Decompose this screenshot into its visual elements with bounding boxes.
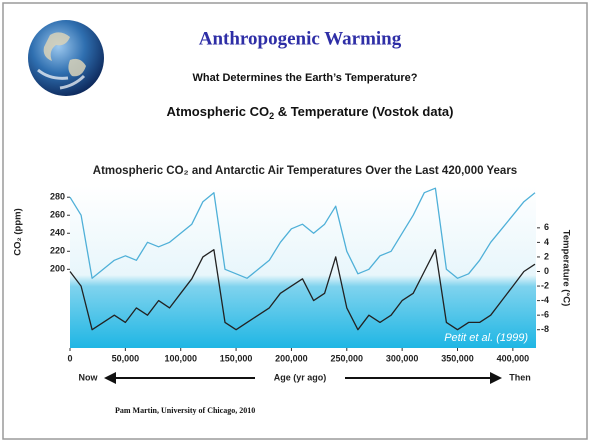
x-start-label: Now xyxy=(79,372,99,382)
x-end-label: Then xyxy=(509,372,531,382)
chart-title: Atmospheric CO₂ and Antarctic Air Temper… xyxy=(93,165,517,177)
y2-tick-label: 0 xyxy=(544,266,549,276)
y-tick-label: 220 xyxy=(50,246,65,256)
x-tick-label: 150,000 xyxy=(220,353,253,363)
heading-text: & Temperature (Vostok data) xyxy=(274,104,453,119)
x-tick-label: 350,000 xyxy=(441,353,474,363)
plot-background xyxy=(70,186,536,348)
footer: Pam Martin, University of Chicago, 2010 xyxy=(115,406,255,415)
y-tick-label: 280 xyxy=(50,192,65,202)
y-tick-label: 200 xyxy=(50,264,65,274)
slide-heading: Atmospheric CO2 & Temperature (Vostok da… xyxy=(167,104,454,121)
y-tick-label: 240 xyxy=(50,228,65,238)
slide-title: Anthropogenic Warming xyxy=(199,28,402,49)
y2-tick-label: -2 xyxy=(541,280,549,290)
series-line xyxy=(69,249,536,331)
x-tick-label: 200,000 xyxy=(275,353,308,363)
x-tick-label: 100,000 xyxy=(164,353,197,363)
y2-tick-label: 4 xyxy=(544,237,549,247)
x-axis-label: Age (yr ago) xyxy=(274,372,327,382)
y2-tick-label: 2 xyxy=(544,251,549,261)
x-tick-label: 50,000 xyxy=(112,353,140,363)
x-tick-label: 0 xyxy=(67,353,72,363)
annotation: Petit et al. (1999) xyxy=(444,332,528,344)
heading-sub: 2 xyxy=(269,111,274,121)
y-tick-label: 260 xyxy=(50,210,65,220)
slide-subtitle: What Determines the Earth’s Temperature? xyxy=(193,72,418,84)
x-tick-label: 250,000 xyxy=(331,353,364,363)
y2-tick-label: -6 xyxy=(541,310,549,320)
y2-tick-label: 6 xyxy=(544,222,549,232)
heading-text: Atmospheric CO xyxy=(167,104,270,119)
y2-axis-label: Temperature (°C) xyxy=(560,230,571,306)
x-tick-label: 400,000 xyxy=(497,353,530,363)
series-line xyxy=(69,187,536,279)
x-tick-label: 300,000 xyxy=(386,353,419,363)
y2-tick-label: -4 xyxy=(541,295,549,305)
earth-icon xyxy=(28,20,104,96)
axis-arrows xyxy=(104,372,502,384)
y-axis-label: CO₂ (ppm) xyxy=(13,208,24,256)
y2-tick-label: -8 xyxy=(541,324,549,334)
